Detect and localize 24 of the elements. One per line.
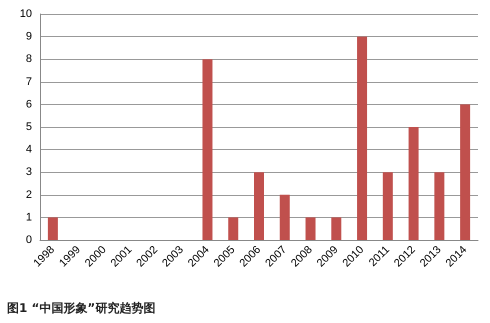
bar — [408, 127, 419, 240]
y-tick-label: 10 — [20, 8, 32, 20]
text: 图1 “中国形象”研究趋势图 — [7, 301, 156, 315]
y-tick-label: 4 — [26, 144, 32, 156]
bar — [48, 217, 58, 240]
y-tick-label: 6 — [26, 98, 32, 110]
y-tick-label: 7 — [26, 76, 32, 88]
bar — [254, 172, 264, 240]
y-tick-label: 5 — [26, 121, 32, 133]
bar — [306, 217, 316, 240]
bar — [460, 104, 470, 240]
bar — [202, 59, 212, 240]
bar — [280, 194, 290, 240]
y-tick-label: 0 — [26, 234, 32, 246]
y-tick-label: 1 — [26, 211, 32, 224]
bar — [228, 217, 238, 240]
bar — [357, 36, 368, 240]
bar — [331, 217, 342, 240]
y-tick-label: 2 — [26, 188, 32, 201]
y-tick-label: 8 — [26, 53, 32, 66]
y-tick-label: 9 — [26, 30, 32, 43]
bar — [434, 172, 444, 240]
y-tick-label: 3 — [26, 166, 32, 178]
bar — [382, 172, 393, 240]
